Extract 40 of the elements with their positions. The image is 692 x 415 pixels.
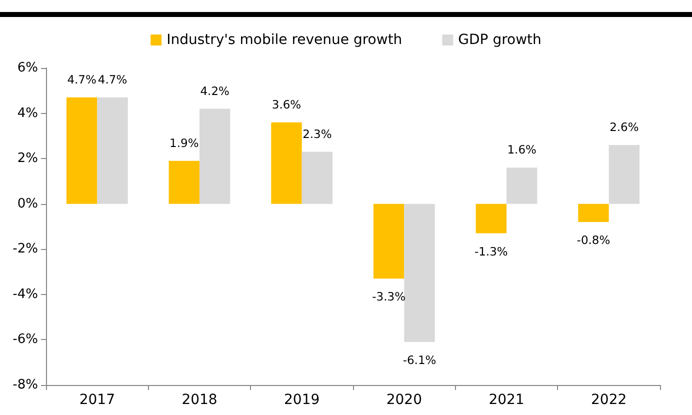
x-tick-label: 2021 [488, 392, 524, 408]
bar [66, 97, 98, 204]
data-label: 4.2% [200, 84, 230, 98]
bar [168, 160, 200, 204]
x-tick-label: 2018 [182, 392, 218, 408]
data-label: -6.1% [402, 352, 436, 367]
data-label: -1.3% [474, 244, 508, 258]
data-label: 4.7% [98, 72, 128, 86]
y-tick-label: -8% [12, 378, 38, 392]
data-label: -3.3% [372, 290, 406, 304]
y-tick-label: 0% [17, 196, 38, 212]
bar [200, 108, 230, 204]
bar [271, 122, 302, 204]
data-label: 2.3% [302, 126, 332, 141]
bar [608, 144, 640, 204]
y-tick-label: 2% [17, 151, 38, 166]
bar [373, 204, 404, 279]
x-tick-label: 2017 [79, 392, 115, 408]
legend-label: Industry's mobile revenue growth [166, 32, 402, 48]
y-tick-label: 6% [17, 60, 38, 76]
data-label: 2.6% [610, 120, 639, 134]
data-label: 1.6% [507, 142, 537, 157]
data-label: -0.8% [576, 232, 610, 247]
y-tick-label: 4% [17, 106, 38, 121]
data-label: 1.9% [170, 136, 199, 150]
x-tick-label: 2020 [386, 392, 422, 408]
bar [97, 97, 128, 204]
data-label: 4.7% [67, 72, 96, 86]
y-tick-label: -4% [12, 286, 38, 302]
y-tick-label: -2% [12, 242, 38, 257]
bar [506, 168, 538, 204]
data-label: 3.6% [272, 97, 302, 112]
x-tick-label: 2022 [591, 392, 627, 408]
legend-label: GDP growth [458, 32, 542, 48]
bar [476, 204, 506, 234]
x-tick-label: 2019 [284, 392, 320, 408]
y-tick-label: -6% [12, 332, 38, 348]
bar [578, 204, 609, 222]
bar [404, 204, 435, 342]
bar [302, 152, 333, 204]
